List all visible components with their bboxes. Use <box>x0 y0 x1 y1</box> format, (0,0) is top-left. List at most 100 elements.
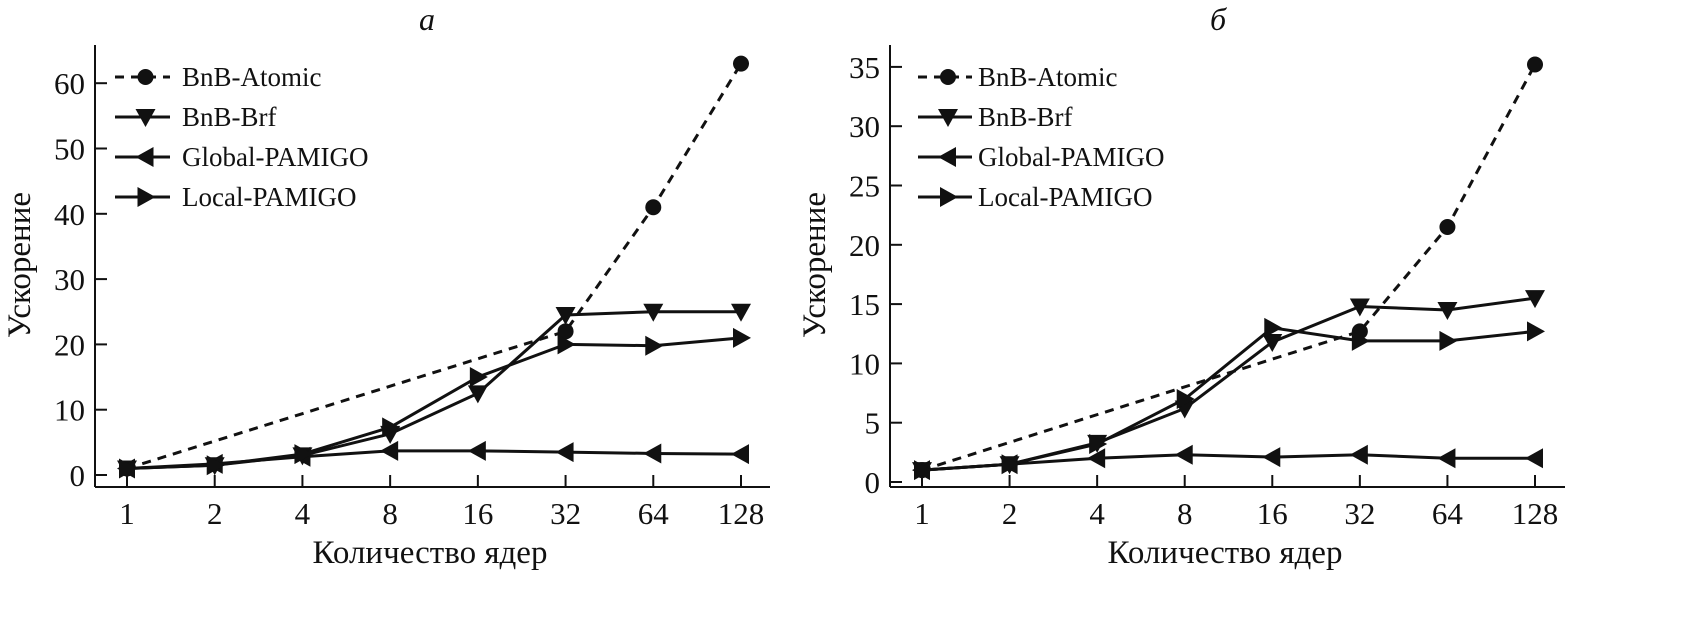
x-tick-label: 1 <box>914 496 930 531</box>
data-point <box>1264 317 1283 338</box>
legend-label: BnB-Brf <box>182 102 277 132</box>
chart-title: б <box>1210 1 1227 37</box>
data-point <box>733 55 749 72</box>
data-point <box>645 199 662 216</box>
y-tick-label: 0 <box>865 465 881 500</box>
x-tick-label: 4 <box>295 496 311 531</box>
data-point <box>1527 56 1543 73</box>
y-axis-label: Ускорение <box>2 192 38 338</box>
data-point <box>119 458 137 479</box>
y-tick-label: 10 <box>54 393 85 428</box>
y-tick-label: 30 <box>54 262 85 297</box>
data-point <box>294 444 313 465</box>
data-point <box>1176 388 1195 409</box>
series-line <box>921 296 1536 472</box>
series-line <box>126 62 743 470</box>
x-tick-label: 4 <box>1089 496 1105 531</box>
x-tick-label: 32 <box>1344 496 1375 531</box>
data-point <box>1439 219 1456 236</box>
x-tick-label: 1 <box>119 496 135 531</box>
data-point <box>1262 447 1281 468</box>
legend-marker <box>938 109 958 127</box>
data-point <box>1351 330 1370 351</box>
data-point <box>731 444 749 465</box>
legend-label: BnB-Atomic <box>182 62 322 92</box>
data-point <box>555 442 574 463</box>
data-point <box>1527 321 1545 342</box>
legend-marker <box>135 109 156 127</box>
legend-label: Local-PAMIGO <box>182 182 357 212</box>
series-line <box>921 63 1537 472</box>
y-tick-label: 15 <box>849 287 880 322</box>
legend-marker <box>137 187 156 207</box>
legend-marker <box>938 147 956 167</box>
data-point <box>914 460 932 481</box>
x-tick-label: 8 <box>382 496 398 531</box>
series-local-pamigo <box>119 327 751 479</box>
data-point <box>1087 448 1106 469</box>
x-tick-label: 16 <box>1257 496 1288 531</box>
data-point <box>467 440 486 461</box>
y-tick-label: 35 <box>849 50 880 85</box>
chart-title: а <box>419 1 435 37</box>
y-tick-label: 30 <box>849 109 880 144</box>
data-point <box>1439 330 1458 351</box>
x-axis-label: Количество ядер <box>1108 535 1343 571</box>
data-point <box>467 385 488 404</box>
data-point <box>557 323 574 340</box>
y-tick-label: 10 <box>849 346 880 381</box>
data-point <box>1525 448 1543 469</box>
y-tick-label: 20 <box>54 327 85 362</box>
data-point <box>1001 454 1020 475</box>
y-tick-label: 20 <box>849 228 880 263</box>
data-point <box>1525 290 1545 309</box>
legend-label: BnB-Atomic <box>978 62 1118 92</box>
chart-panel-b: б 0 5 10 15 20 25 30 35 1 2 4 8 16 32 64 128 Количество я… <box>797 1 1565 571</box>
x-tick-label: 16 <box>462 496 493 531</box>
legend-marker <box>940 69 956 85</box>
data-point <box>1262 334 1283 353</box>
x-tick-label: 128 <box>1512 496 1559 531</box>
data-point <box>643 443 662 464</box>
data-point <box>555 307 576 326</box>
data-point <box>1089 434 1108 455</box>
legend-label: Global-PAMIGO <box>182 142 369 172</box>
y-tick-label: 60 <box>54 66 85 101</box>
legend-label: BnB-Brf <box>978 102 1073 132</box>
legend-label: Local-PAMIGO <box>978 182 1153 212</box>
data-point <box>643 303 664 322</box>
y-tick-label: 25 <box>849 169 880 204</box>
y-tick-label: 40 <box>54 197 85 232</box>
x-tick-label: 32 <box>550 496 581 531</box>
data-point <box>206 455 225 476</box>
series-global-pamigo <box>912 444 1543 481</box>
data-point <box>557 334 576 355</box>
y-tick-label: 0 <box>70 458 86 493</box>
legend-label: Global-PAMIGO <box>978 142 1165 172</box>
chart-panel-a: а 0 10 20 30 40 50 60 1 2 4 8 16 32 64 128 Количество яд… <box>2 1 770 571</box>
data-point <box>1437 302 1458 321</box>
data-point <box>469 367 488 388</box>
x-axis-label: Количество ядер <box>313 535 548 571</box>
data-point <box>731 303 751 322</box>
legend-marker <box>135 147 154 167</box>
x-tick-label: 64 <box>1432 496 1464 531</box>
y-tick-label: 50 <box>54 132 85 167</box>
series-line <box>921 453 1535 472</box>
x-tick-label: 2 <box>1002 496 1018 531</box>
legend-marker <box>940 187 958 207</box>
data-point <box>1174 444 1193 465</box>
x-tick-label: 2 <box>207 496 223 531</box>
series-line <box>126 310 741 470</box>
data-point <box>1349 298 1370 317</box>
x-tick-label: 64 <box>638 496 670 531</box>
x-tick-label: 8 <box>1177 496 1193 531</box>
data-point <box>733 327 751 348</box>
x-tick-label: 128 <box>718 496 765 531</box>
series-line <box>126 336 742 470</box>
data-point <box>1349 444 1368 465</box>
data-point <box>645 335 664 356</box>
series-local-pamigo <box>914 317 1545 481</box>
data-point <box>1437 448 1456 469</box>
